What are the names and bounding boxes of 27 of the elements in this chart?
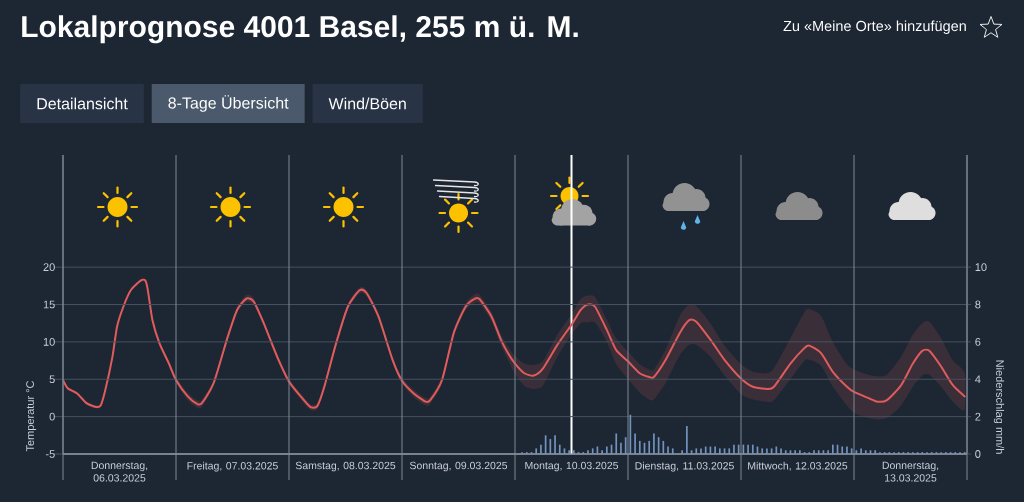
x-tick-label: Samstag, 08.03.2025 xyxy=(295,461,396,472)
chart-title: Lokalprognose 4001 Basel, 255 m ü. M. xyxy=(22,15,578,44)
x-tick-label: Sonntag, 09.03.2025 xyxy=(409,461,508,472)
x-tick-label: Mittwoch, 12.03.2025 xyxy=(748,461,848,471)
x-tick-label: Montag, 10.03.2025 xyxy=(525,461,619,472)
y2-tick-label: 4 xyxy=(975,375,981,384)
text: Zu «Meine Orte» hinzufügen xyxy=(783,20,966,35)
y-tick-label: 15 xyxy=(43,300,55,309)
text: 8-Tage Übersicht xyxy=(168,95,289,112)
x-tick-label: Donnerstag, 13.03.2025 xyxy=(882,461,939,482)
y2-axis-title: Niederschlag mm/h xyxy=(993,360,1005,454)
y2-tick-label: 10 xyxy=(975,263,987,272)
y2-tick-label: 8 xyxy=(975,300,981,309)
y-tick-label: 10 xyxy=(43,337,55,346)
text: Wind/Böen xyxy=(328,97,406,110)
y-tick-label: 20 xyxy=(43,263,55,272)
y2-tick-label: 0 xyxy=(975,450,981,458)
text: Detailansicht xyxy=(37,97,128,110)
y-tick-label: 0 xyxy=(49,412,55,421)
y-axis-title: Temperatur °C xyxy=(26,380,37,452)
y-tick-label: -5 xyxy=(45,450,55,458)
x-tick-label: Freitag, 07.03.2025 xyxy=(187,461,278,472)
x-tick-label: Dienstag, 11.03.2025 xyxy=(635,461,734,472)
y2-tick-label: 2 xyxy=(975,412,981,421)
x-tick-label: Donnerstag, 06.03.2025 xyxy=(91,461,148,482)
y-tick-label: 5 xyxy=(49,375,55,384)
y2-tick-label: 6 xyxy=(975,337,981,346)
